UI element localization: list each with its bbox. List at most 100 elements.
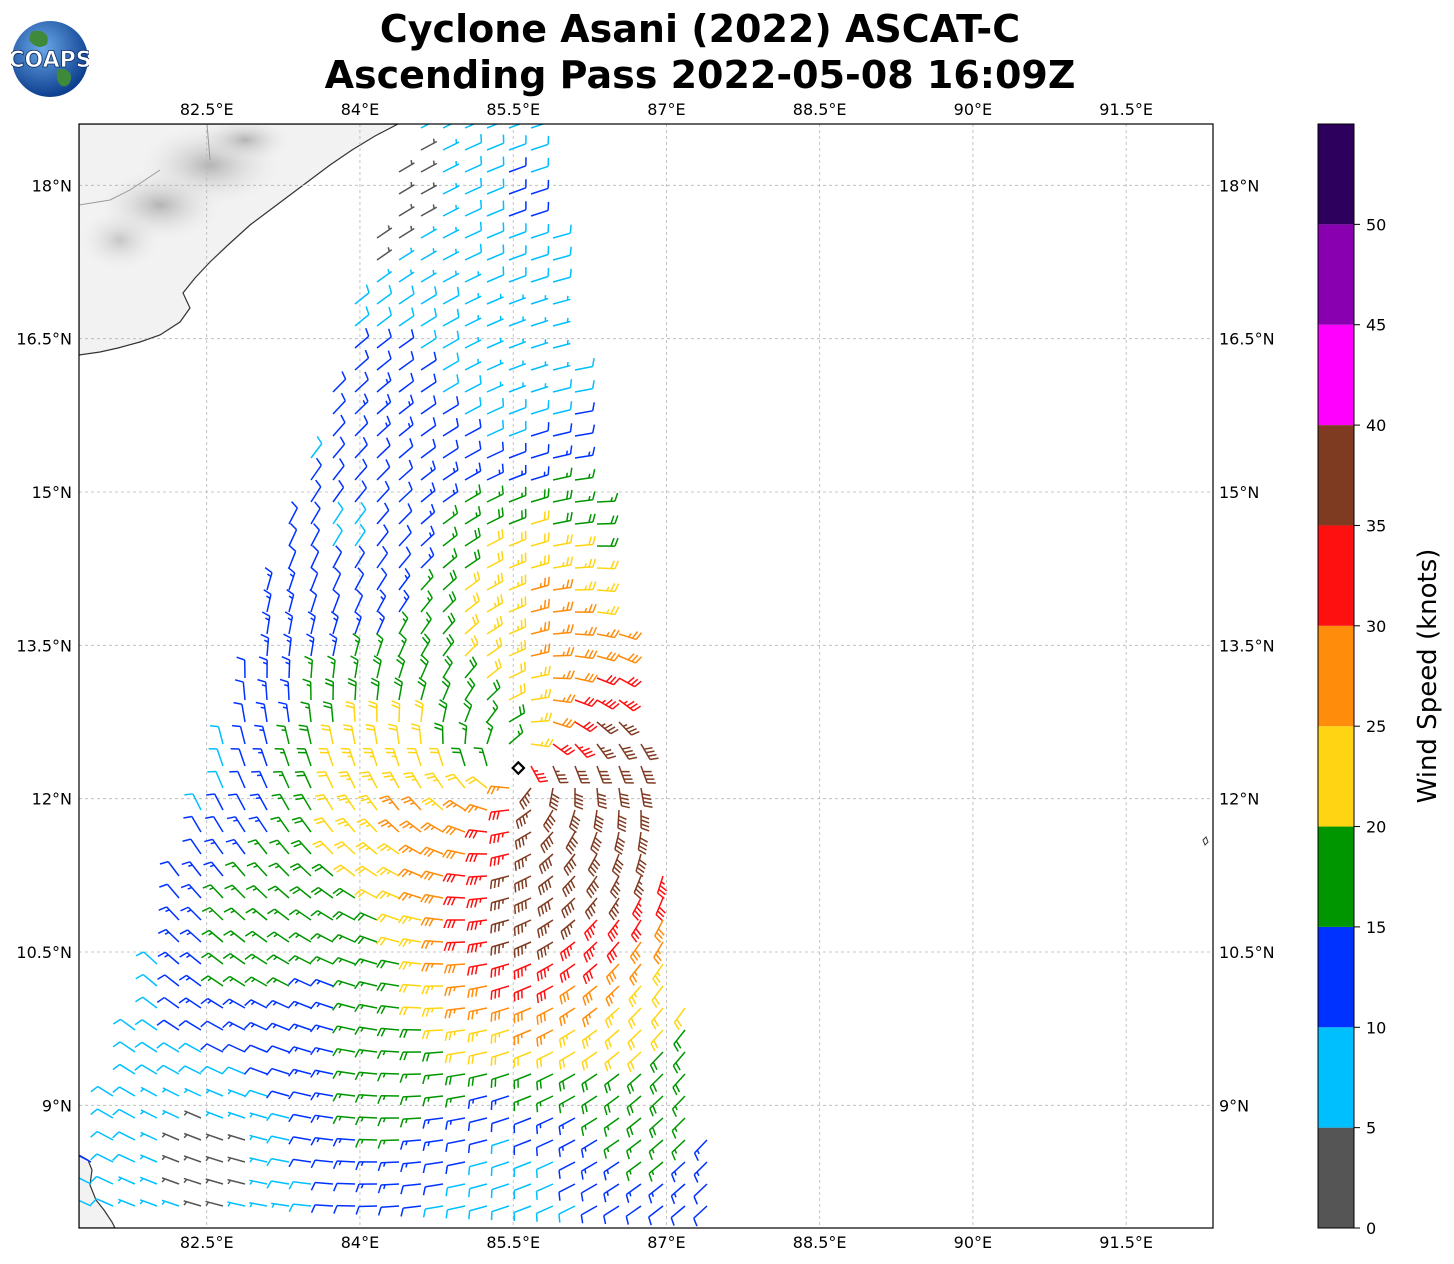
wind-barb: [420, 417, 437, 437]
wind-barb: [670, 1205, 686, 1226]
wind-barb: [156, 996, 180, 1009]
colorbar-tick-label: 50: [1366, 215, 1386, 234]
wind-barb: [508, 486, 527, 503]
wind-barb: [252, 747, 268, 767]
wind-barb: [398, 503, 413, 525]
wind-barb: [201, 929, 224, 943]
wind-barb: [486, 550, 504, 569]
wind-barb: [79, 1199, 92, 1207]
wind-barb: [201, 952, 224, 965]
wind-barb: [513, 1205, 532, 1221]
wind-barb: [580, 1161, 598, 1180]
wind-barb: [530, 400, 550, 415]
wind-barb: [441, 676, 451, 701]
wind-barb: [117, 1198, 136, 1207]
lat-tick-left: 15°N: [32, 483, 72, 502]
wind-barb: [508, 640, 527, 657]
wind-barb: [464, 375, 482, 393]
wind-barb: [552, 467, 573, 481]
wind-barb: [536, 985, 554, 1004]
wind-barb: [205, 1088, 224, 1097]
wind-barb: [376, 545, 389, 569]
wind-barb: [490, 1183, 510, 1199]
wind-barb: [464, 221, 483, 239]
wind-barb: [332, 588, 341, 613]
lat-tick-left: 10.5°N: [16, 943, 72, 962]
wind-barb: [332, 458, 345, 481]
wind-barb: [640, 787, 653, 809]
wind-barb: [403, 771, 422, 789]
wind-barb: [603, 1205, 620, 1225]
wind-barb: [420, 182, 438, 195]
wind-barb: [442, 352, 460, 371]
lon-tick-top: 87°E: [647, 100, 685, 119]
wind-barb: [310, 523, 321, 547]
wind-barb: [398, 269, 415, 283]
wind-barb: [593, 809, 604, 833]
wind-barb: [464, 440, 482, 459]
wind-barb: [398, 285, 415, 305]
wind-barb: [618, 787, 631, 809]
wind-barb: [310, 1181, 334, 1191]
wind-barb: [336, 794, 356, 811]
wind-barb: [464, 199, 483, 217]
wind-barb: [513, 941, 532, 958]
wind-barb: [582, 985, 598, 1006]
lat-tick-right: 13.5°N: [1219, 636, 1275, 655]
wind-barb: [376, 589, 387, 613]
wind-barb: [354, 349, 370, 371]
wind-barb: [421, 1029, 444, 1040]
wind-barb: [574, 513, 596, 525]
wind-barb: [464, 418, 482, 437]
wind-barb: [376, 268, 393, 283]
wind-barb: [596, 629, 620, 639]
wind-barb: [633, 875, 645, 900]
wind-barb: [355, 1161, 378, 1171]
wind-barb: [464, 570, 481, 591]
colorbar-tick-label: 25: [1366, 717, 1386, 736]
wind-barb: [442, 182, 460, 195]
wind-barb: [508, 661, 527, 679]
wind-barb: [288, 1113, 312, 1123]
wind-barb: [139, 1176, 158, 1185]
wind-barb: [226, 816, 246, 833]
wind-barb: [291, 816, 312, 833]
wind-barb: [530, 665, 551, 679]
wind-barb: [249, 1112, 268, 1119]
storm-center-marker: [511, 760, 526, 776]
wind-barb: [246, 862, 268, 877]
wind-barb: [445, 1161, 466, 1175]
wind-barb: [112, 1108, 136, 1119]
wind-barb: [603, 1095, 620, 1116]
wind-barb: [428, 747, 444, 767]
wind-barb: [398, 1006, 422, 1016]
wind-barb: [508, 124, 523, 129]
wind-barb: [354, 610, 362, 635]
wind-barb: [552, 624, 574, 635]
wind-barb: [161, 1087, 180, 1097]
wind-barb: [536, 963, 554, 982]
wind-barb: [376, 890, 400, 900]
wind-barb: [266, 931, 290, 943]
wind-barb: [372, 655, 382, 679]
wind-barb: [355, 841, 378, 855]
wind-barb: [420, 124, 431, 129]
wind-barb: [486, 359, 504, 371]
wind-barb: [311, 863, 334, 877]
wind-barb: [490, 963, 510, 978]
wind-barb: [332, 1093, 356, 1102]
wind-barb: [558, 1029, 576, 1048]
wind-barb: [347, 677, 357, 701]
wind-barb: [490, 1139, 510, 1155]
wind-barb: [398, 611, 409, 635]
wind-barb: [312, 840, 334, 855]
wind-barb: [231, 724, 246, 745]
wind-barb: [377, 1205, 400, 1216]
wind-barb: [640, 809, 650, 832]
wind-barb: [354, 458, 368, 481]
colorbar-bin: [1318, 726, 1354, 827]
wind-barb: [513, 1095, 532, 1112]
wind-barb: [486, 178, 505, 195]
wind-barb: [376, 247, 393, 261]
wind-barb: [561, 897, 576, 919]
